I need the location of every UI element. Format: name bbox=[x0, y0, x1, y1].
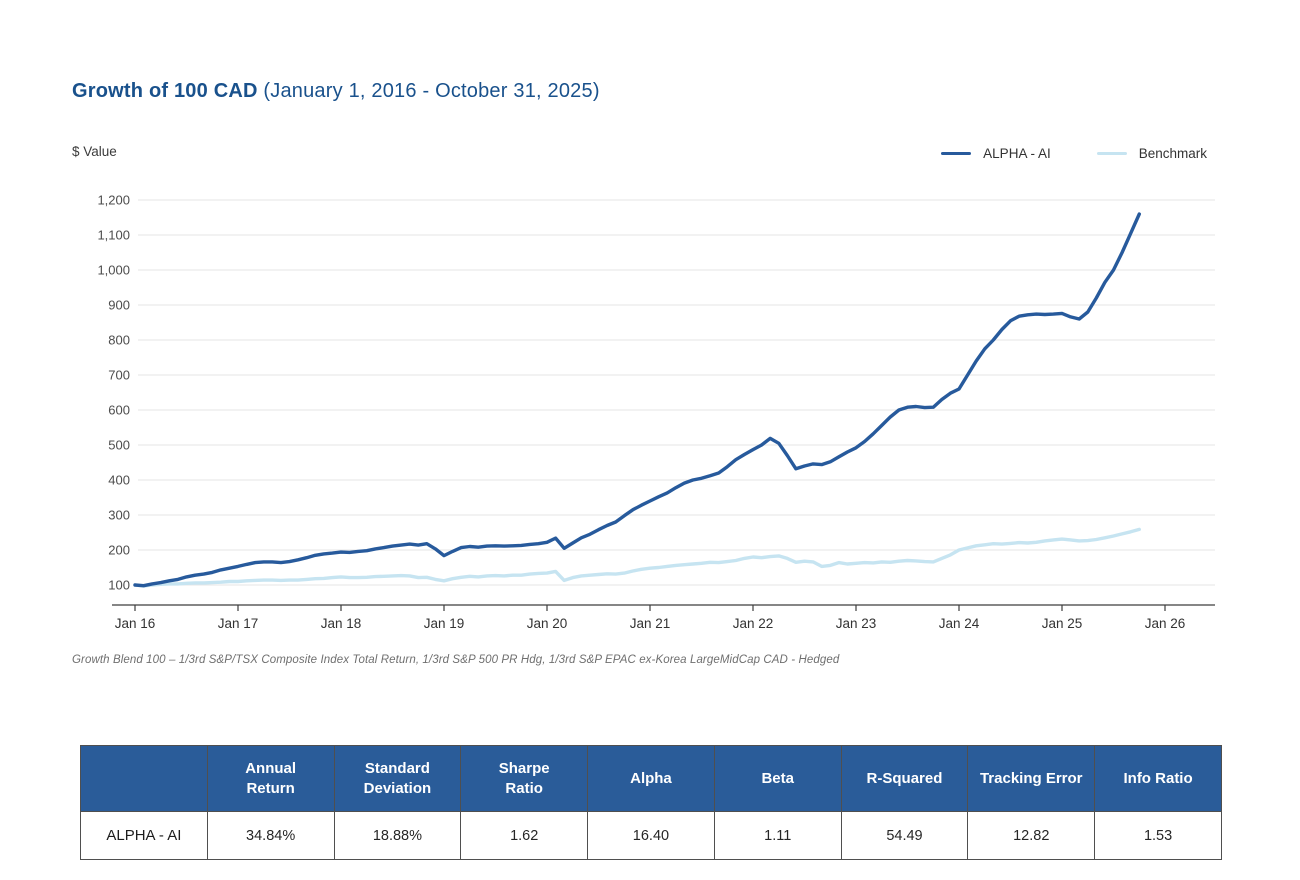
growth-line-chart: 1,200 1,100 1,000 900 800 700 600 500 400 300 200 1… bbox=[97, 193, 1215, 631]
table-header-beta: Beta bbox=[713, 745, 842, 812]
cell-standard-deviation: 18.88% bbox=[333, 811, 462, 860]
y-axis-title: $ Value bbox=[72, 144, 117, 159]
x-tick-label: Jan 17 bbox=[218, 616, 259, 631]
legend-label-benchmark: Benchmark bbox=[1138, 146, 1207, 161]
x-tick-label: Jan 22 bbox=[733, 616, 774, 631]
legend-item-alpha-ai: ALPHA - AI bbox=[941, 146, 1051, 161]
stats-table-header-row: Annual Return Standard Deviation Sharpe … bbox=[80, 745, 1222, 812]
row-label-alpha-ai: ALPHA - AI bbox=[80, 811, 208, 860]
page-title: Growth of 100 CAD (January 1, 2016 - Oct… bbox=[72, 80, 600, 103]
x-tick-label: Jan 25 bbox=[1042, 616, 1083, 631]
x-tick-label: Jan 16 bbox=[115, 616, 156, 631]
cell-sharpe-ratio: 1.62 bbox=[460, 811, 589, 860]
table-row: ALPHA - AI 34.84% 18.88% 1.62 16.40 1.11… bbox=[80, 811, 1222, 860]
cell-info-ratio: 1.53 bbox=[1094, 811, 1222, 860]
y-tick-label: 600 bbox=[108, 403, 130, 418]
cell-annual-return: 34.84% bbox=[206, 811, 335, 860]
benchmark-line-swatch-icon bbox=[1096, 151, 1127, 156]
y-tick-label: 1,200 bbox=[97, 193, 130, 208]
x-tick-label: Jan 20 bbox=[527, 616, 568, 631]
cell-alpha: 16.40 bbox=[587, 811, 715, 860]
growth-chart-area: 1,200 1,100 1,000 900 800 700 600 500 400 300 200 1… bbox=[0, 170, 1300, 650]
legend-item-benchmark: Benchmark bbox=[1096, 146, 1207, 161]
x-tick-label: Jan 19 bbox=[424, 616, 465, 631]
performance-stats-table: Annual Return Standard Deviation Sharpe … bbox=[80, 745, 1222, 860]
y-tick-label: 500 bbox=[108, 438, 130, 453]
y-tick-label: 100 bbox=[108, 578, 130, 593]
table-header-sharpe-ratio: Sharpe Ratio bbox=[460, 745, 589, 812]
y-tick-label: 200 bbox=[108, 543, 130, 558]
x-tick-label: Jan 23 bbox=[836, 616, 877, 631]
cell-tracking-error: 12.82 bbox=[967, 811, 1096, 860]
x-tick-label: Jan 24 bbox=[939, 616, 980, 631]
x-tick-label: Jan 26 bbox=[1145, 616, 1186, 631]
table-header-alpha: Alpha bbox=[587, 745, 715, 812]
y-tick-label: 700 bbox=[108, 368, 130, 383]
series-line-benchmark bbox=[133, 527, 1142, 588]
y-tick-label: 1,100 bbox=[97, 228, 130, 243]
page-title-period: (January 1, 2016 - October 31, 2025) bbox=[257, 80, 600, 102]
cell-beta: 1.11 bbox=[713, 811, 842, 860]
page-title-main: Growth of 100 CAD bbox=[72, 80, 258, 102]
y-tick-label: 1,000 bbox=[97, 263, 130, 278]
table-header-standard-deviation: Standard Deviation bbox=[333, 745, 462, 812]
table-header-r-squared: R-Squared bbox=[840, 745, 969, 812]
y-tick-label: 900 bbox=[108, 298, 130, 313]
table-header-blank bbox=[80, 745, 208, 812]
cell-r-squared: 54.49 bbox=[840, 811, 969, 860]
y-tick-label: 300 bbox=[108, 508, 130, 523]
alpha-ai-line-swatch-icon bbox=[941, 151, 972, 156]
table-header-annual-return: Annual Return bbox=[206, 745, 335, 812]
x-tick-label: Jan 21 bbox=[630, 616, 671, 631]
table-header-tracking-error: Tracking Error bbox=[967, 745, 1096, 812]
blend-footnote: Growth Blend 100 – 1/3rd S&P/TSX Composi… bbox=[72, 654, 840, 666]
legend-label-alpha-ai: ALPHA - AI bbox=[983, 146, 1051, 161]
table-header-info-ratio: Info Ratio bbox=[1094, 745, 1222, 812]
y-tick-label: 800 bbox=[108, 333, 130, 348]
series-line-alpha-ai bbox=[133, 212, 1142, 588]
chart-legend: ALPHA - AI Benchmark bbox=[941, 146, 1207, 161]
x-tick-label: Jan 18 bbox=[321, 616, 362, 631]
y-tick-label: 400 bbox=[108, 473, 130, 488]
